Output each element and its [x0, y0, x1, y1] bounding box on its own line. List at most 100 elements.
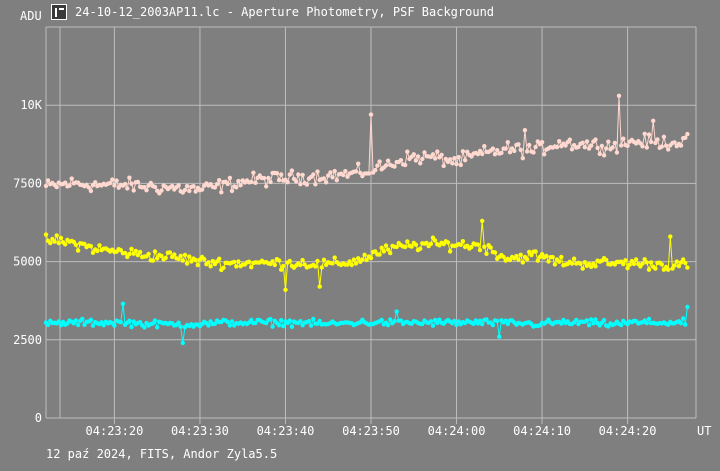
data-point — [546, 259, 551, 264]
data-point — [432, 156, 438, 161]
data-point — [420, 156, 425, 162]
data-point — [227, 175, 233, 181]
data-point — [644, 145, 649, 150]
data-point — [582, 145, 587, 150]
data-point — [351, 257, 357, 262]
data-point — [683, 260, 688, 266]
data-point — [580, 140, 585, 145]
data-point — [120, 301, 126, 306]
light-curve-app-icon[interactable] — [51, 4, 67, 20]
data-point — [195, 262, 200, 268]
data-point — [131, 188, 136, 193]
data-point — [435, 320, 440, 326]
data-point — [418, 246, 423, 251]
data-point — [178, 324, 183, 329]
data-point — [653, 140, 658, 146]
y-tick-label: 5000 — [13, 255, 42, 269]
data-point — [604, 146, 609, 151]
data-point — [317, 284, 322, 289]
data-point — [561, 317, 566, 323]
data-point — [137, 320, 143, 325]
x-tick-labels: 04:23:20 04:23:30 04:23:40 04:23:50 04:24:00… — [86, 424, 657, 438]
data-point — [621, 261, 626, 267]
data-point — [544, 253, 549, 259]
data-point — [512, 148, 517, 154]
data-point — [392, 319, 397, 324]
data-point — [571, 256, 577, 261]
data-point — [403, 244, 408, 250]
data-point — [411, 152, 416, 157]
data-point — [424, 240, 429, 246]
data-point — [447, 249, 453, 254]
data-point — [135, 252, 141, 258]
data-point — [232, 259, 237, 265]
footer-info: 12 paź 2024, FITS, Andor Zyla5.5 — [46, 447, 278, 461]
data-point — [668, 234, 673, 239]
data-point — [127, 175, 132, 180]
y-tick-label: 7500 — [13, 176, 42, 190]
data-point — [62, 180, 68, 185]
data-point — [214, 182, 220, 187]
data-point — [110, 177, 115, 182]
data-point — [67, 183, 72, 188]
data-point — [488, 245, 493, 250]
data-point — [212, 185, 218, 190]
data-point — [505, 140, 510, 145]
data-point — [388, 317, 393, 322]
data-point — [287, 318, 292, 323]
data-point — [659, 144, 664, 149]
x-tick-label: 04:24:00 — [428, 424, 486, 438]
x-tick-label: 04:24:20 — [599, 424, 657, 438]
data-point — [152, 184, 158, 190]
data-point — [221, 265, 226, 270]
data-point — [146, 251, 151, 257]
data-point — [644, 320, 649, 326]
data-point — [663, 143, 669, 148]
data-point — [409, 244, 414, 249]
data-point — [539, 140, 545, 145]
data-point — [610, 145, 615, 150]
data-point — [193, 257, 198, 263]
data-point — [614, 150, 620, 155]
data-point — [460, 239, 466, 244]
data-point — [651, 118, 656, 124]
data-point — [454, 322, 459, 328]
data-point — [332, 255, 337, 260]
data-point — [516, 142, 521, 147]
data-point — [428, 319, 434, 324]
data-point — [460, 149, 466, 154]
data-point — [107, 180, 113, 186]
data-point — [482, 144, 487, 149]
data-point — [495, 318, 500, 324]
data-point — [90, 250, 96, 255]
data-point — [353, 261, 359, 266]
data-point — [191, 184, 196, 189]
data-point — [75, 322, 81, 328]
data-point — [187, 188, 192, 194]
data-point — [93, 180, 98, 185]
data-point — [330, 261, 335, 266]
data-point — [326, 173, 331, 178]
data-point — [595, 145, 600, 151]
data-point — [432, 238, 438, 243]
data-point — [144, 188, 149, 193]
data-point — [212, 321, 218, 326]
data-point — [524, 257, 530, 262]
data-point — [176, 320, 181, 325]
data-point — [129, 181, 134, 186]
x-tick-label: 04:23:50 — [342, 424, 400, 438]
data-point — [430, 152, 436, 157]
data-point — [373, 167, 378, 173]
data-point — [559, 321, 564, 326]
data-point — [644, 260, 649, 265]
data-point — [685, 304, 690, 310]
data-point — [625, 266, 630, 271]
data-point — [229, 319, 235, 324]
data-point — [452, 318, 457, 324]
data-point — [557, 139, 562, 144]
data-point — [43, 183, 49, 189]
data-point — [356, 256, 361, 261]
data-point — [524, 149, 530, 154]
